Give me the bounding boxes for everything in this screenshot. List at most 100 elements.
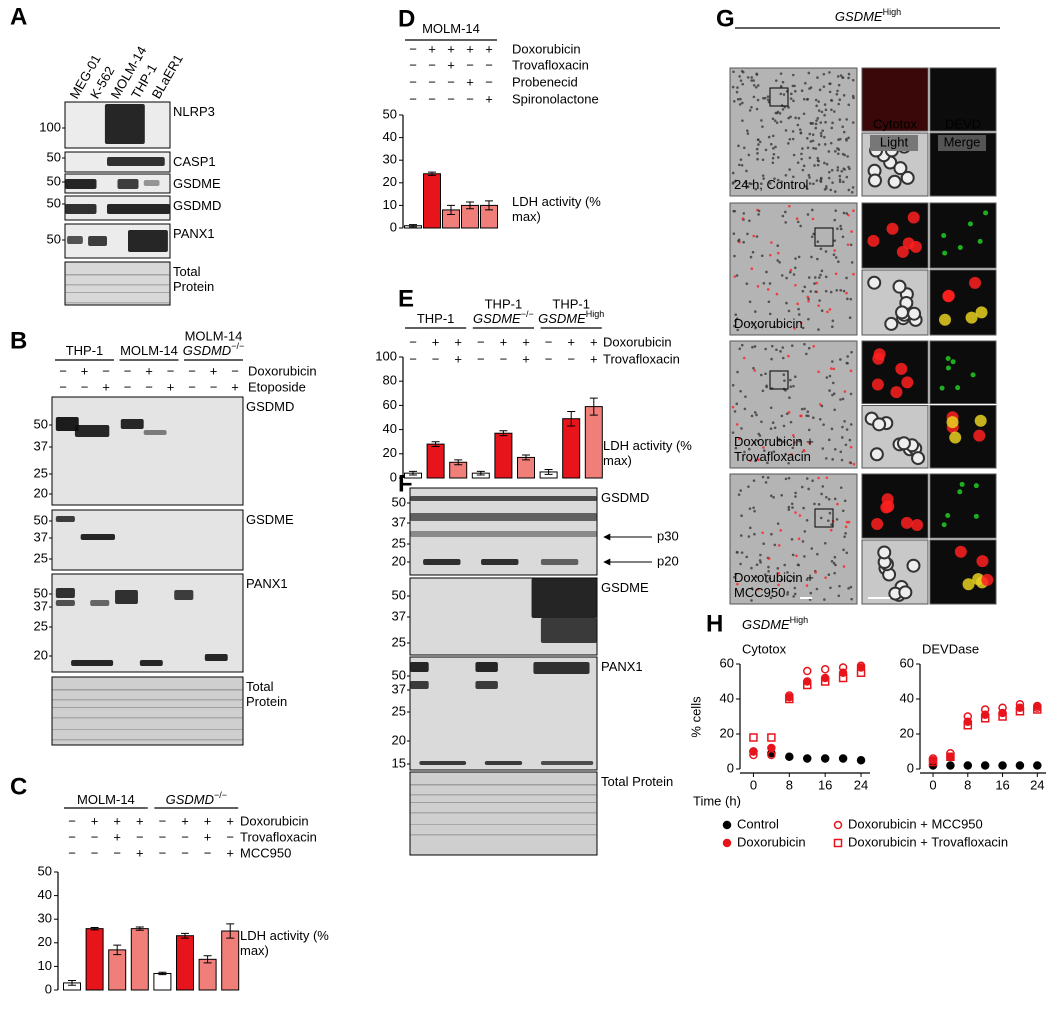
treatment-sign: − [124,379,132,394]
mw-label: 20 [392,553,406,568]
cell [826,310,829,314]
x-tick-label: 8 [964,777,971,792]
label-box: Total Protein [173,264,214,294]
zoom-image [929,67,997,132]
cell [815,179,819,182]
cell [794,491,797,495]
cell [774,145,777,149]
label-box: GSDME [601,580,649,595]
cell [820,492,823,496]
legend-label: Doxorubicin + Trovafloxacin [848,834,1008,849]
cell [809,86,813,89]
treatment-name: Etoposide [248,379,306,394]
treatment-sign: + [500,334,508,349]
cell [743,146,746,150]
mw-label: 37 [34,529,48,544]
cell [806,295,810,299]
cell [776,522,780,525]
x-tick-label: 16 [818,777,832,792]
cell [742,212,746,215]
condition-label: Doxorubicin + MCC950 [734,570,814,600]
cell [781,80,785,84]
cell [841,425,844,429]
cell [838,174,842,178]
cell [798,439,801,443]
cell [731,405,735,409]
data-point [767,743,776,753]
cell [766,288,770,291]
cell [804,81,807,85]
cell [837,138,840,142]
cell [754,326,757,330]
cell [814,147,818,150]
panel-letter: G [716,5,735,32]
cell [833,249,837,252]
cell [805,187,809,191]
cell [748,300,752,304]
legend-marker [833,838,843,848]
cell [784,389,787,392]
cell [836,227,839,231]
mw-label: 25 [392,634,406,649]
cell [782,93,786,96]
cell [767,570,770,573]
bar [176,935,194,991]
cell [844,443,848,447]
cell [764,481,768,484]
data-point [802,666,812,676]
cell [840,436,844,439]
y-tick-label: 20 [383,174,397,189]
cell [761,174,765,177]
cell [812,232,815,236]
cell [806,146,810,150]
cell [844,532,847,535]
cell [898,585,913,600]
band [65,179,97,189]
band [410,513,597,521]
cell [733,410,737,413]
cell [829,367,833,370]
cell [748,526,752,530]
cell [867,275,882,290]
inset-box [814,508,834,528]
group-label: MOLM-14 [120,343,178,358]
cell [803,407,806,411]
inset-box [814,227,834,247]
cell [819,177,823,181]
cell [761,531,764,535]
channel-label: DEVD [945,116,981,131]
cell [739,489,742,492]
cell [793,266,797,270]
cell [780,274,784,277]
data-point [802,680,812,690]
error-bar [68,980,76,986]
band [419,761,467,765]
cell [734,313,738,317]
cell [845,520,849,524]
cell [755,575,758,579]
group-label: THP-1 [485,296,523,311]
cell [779,85,783,88]
mw-label: 25 [34,618,48,633]
cell [797,255,801,259]
cell [821,447,825,450]
treatment-sign: − [409,74,417,89]
cell [837,102,841,106]
cell [832,110,836,113]
cell [778,260,781,264]
cell [867,234,880,247]
treatment-sign: + [204,829,212,844]
cell [811,133,815,136]
cell [900,170,915,185]
cell [732,70,735,74]
cell [821,129,824,133]
group-name: THP-1 [66,343,104,358]
cell [969,276,982,289]
cell [809,121,813,125]
cell [843,419,846,423]
cell [831,381,835,385]
cell [736,86,739,89]
band [484,761,523,765]
cell [959,481,965,487]
cell [759,561,762,564]
